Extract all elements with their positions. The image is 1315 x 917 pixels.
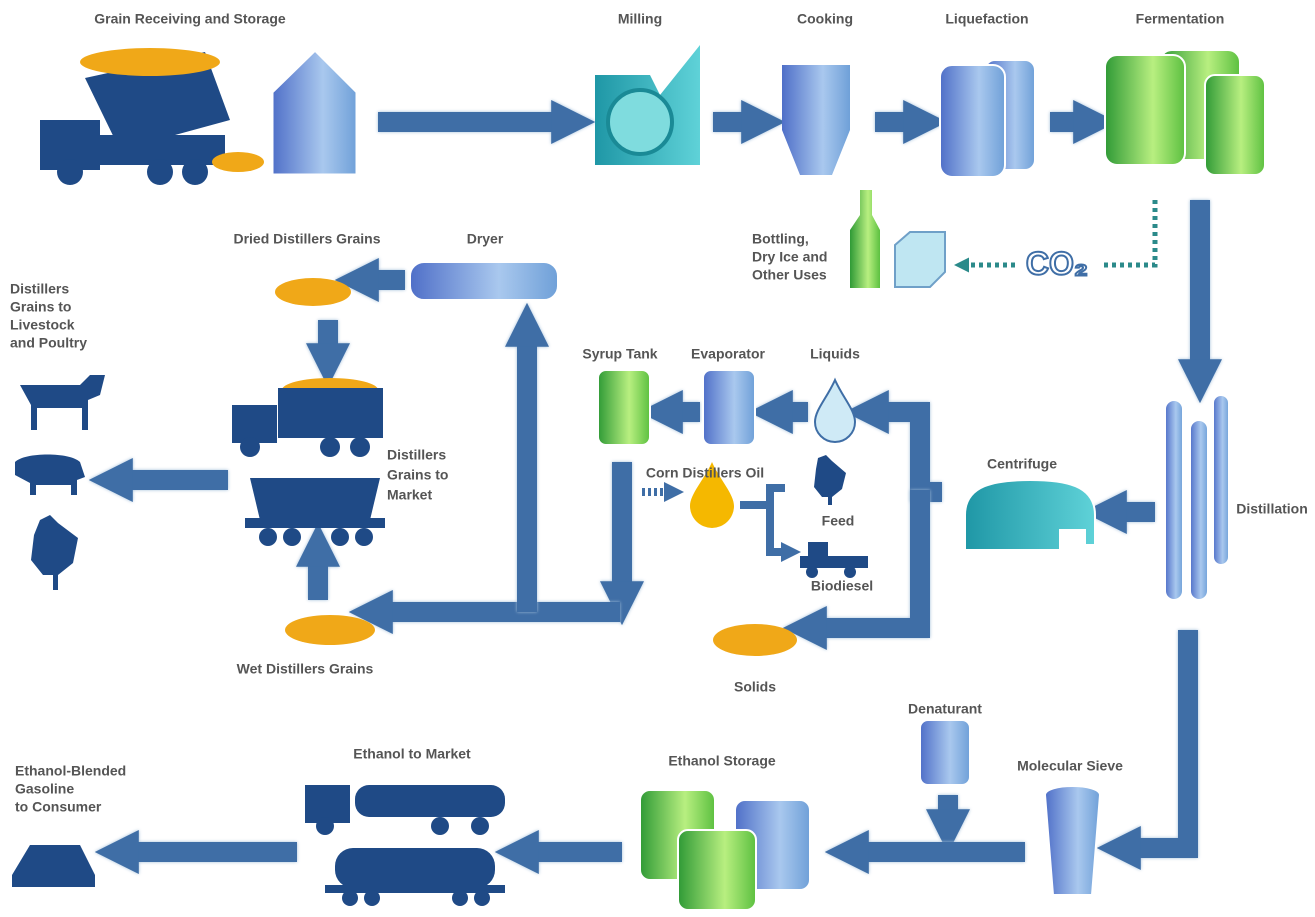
dryer-drum [410, 262, 558, 300]
stage-label: Grain Receiving and Storage [94, 11, 286, 27]
stage-label: Feed [822, 513, 855, 529]
cooker [782, 65, 850, 175]
stage-label: Cooking [797, 11, 853, 27]
storage-tanks [640, 790, 810, 910]
stage-label: Milling [618, 11, 662, 27]
stage-label: Denaturant [908, 701, 982, 717]
stage-label: Distillation [1236, 501, 1308, 517]
dried-grain-pile [275, 278, 351, 306]
stage-label: Fermentation [1136, 11, 1225, 27]
stage-label: Grains to [387, 467, 448, 483]
co2-label: CO₂ [1026, 245, 1088, 281]
process-diagram: Grain Receiving and Storage Milling Cook… [0, 0, 1315, 917]
tanker-truck [305, 785, 505, 835]
stage-label: and Poultry [10, 335, 87, 351]
stage-label: to Consumer [15, 799, 102, 815]
stage-label: Dryer [467, 231, 504, 247]
stage-label: Molecular Sieve [1017, 758, 1123, 774]
stage-label: Dried Distillers Grains [233, 231, 380, 247]
stage-label: Evaporator [691, 346, 765, 362]
stage-label: Dry Ice and [752, 249, 827, 265]
distillation-columns [1165, 395, 1229, 600]
stage-label: Ethanol-Blended [15, 763, 126, 779]
syrup-tank [598, 370, 650, 445]
stage-label: Distillers [387, 447, 446, 463]
stage-label: Wet Distillers Grains [237, 661, 374, 677]
stage-label: Biodiesel [811, 578, 873, 594]
feed-chicken [814, 455, 846, 505]
stage-label: Solids [734, 679, 776, 695]
centrifuge [965, 480, 1095, 550]
stage-label: Centrifuge [987, 456, 1057, 472]
stage-label: Liquefaction [945, 11, 1028, 27]
mill [595, 45, 700, 165]
stage-label: Other Uses [752, 267, 827, 283]
hopper-railcar [245, 478, 385, 546]
molecular-sieve [1045, 786, 1100, 895]
stage-label: Market [387, 487, 432, 503]
stage-label: Syrup Tank [582, 346, 657, 362]
livestock [15, 375, 105, 590]
wet-grain-pile [285, 615, 375, 645]
denaturant-tank [920, 720, 970, 785]
stage-label: Grains to [10, 299, 71, 315]
silo [272, 50, 357, 175]
grain-truck [232, 378, 383, 457]
stage-label: Bottling, [752, 231, 809, 247]
tank-railcar [325, 848, 505, 906]
biodiesel-truck [800, 542, 868, 578]
stage-label: Livestock [10, 317, 75, 333]
bottle [850, 190, 880, 288]
dump-truck [40, 48, 264, 185]
stage-label: Liquids [810, 346, 860, 362]
liquefaction-tanks [940, 60, 1035, 177]
fermentation-tanks [1105, 50, 1265, 175]
car [12, 845, 95, 887]
solids-pile [713, 624, 797, 656]
dry-ice [895, 232, 945, 287]
stage-label: Ethanol Storage [668, 753, 776, 769]
stage-label: Gasoline [15, 781, 74, 797]
evaporator [703, 370, 755, 445]
stage-label: Corn Distillers Oil [646, 465, 764, 481]
stage-label: Distillers [10, 281, 69, 297]
liquid-drop [815, 380, 855, 442]
stage-label: Ethanol to Market [353, 746, 471, 762]
